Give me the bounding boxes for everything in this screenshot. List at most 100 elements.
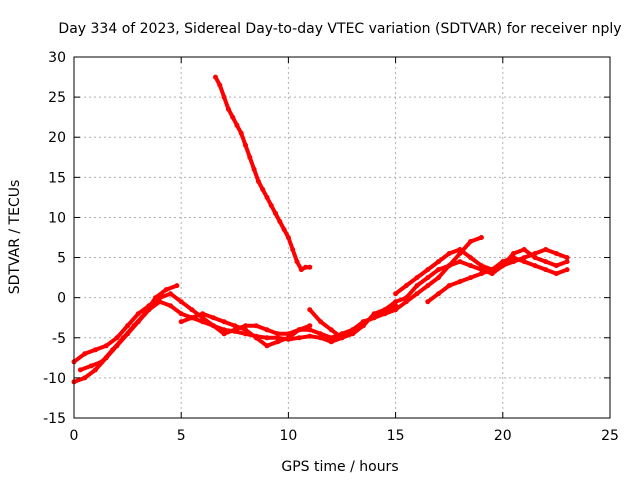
data-point (221, 319, 227, 325)
data-point (446, 263, 452, 269)
y-tick-label: -15 (43, 411, 66, 427)
data-point (543, 259, 549, 265)
x-tick-label: 25 (601, 428, 619, 444)
data-point (221, 331, 227, 337)
data-point (290, 247, 296, 252)
data-point (255, 178, 261, 184)
data-point (285, 335, 291, 341)
data-point (110, 347, 116, 353)
x-tick-label: 0 (70, 428, 79, 444)
data-point (260, 186, 266, 192)
plot-frame (73, 56, 611, 419)
data-point (77, 367, 83, 373)
data-point (168, 303, 173, 309)
data-point (277, 219, 283, 224)
data-point (478, 267, 484, 273)
data-point (120, 335, 126, 341)
series-s5 (213, 74, 313, 273)
series-s6 (307, 247, 570, 341)
series-s8 (425, 247, 570, 305)
series-line-s3 (78, 283, 179, 372)
data-point (371, 311, 377, 317)
data-point (436, 267, 441, 273)
axis-ticks: 0 5 10 15 20 25 -15 -10 -5 0 5 10 15 20 25 30 (43, 50, 619, 444)
data-point (217, 82, 223, 88)
data-point (238, 130, 244, 136)
data-point (478, 271, 484, 277)
data-point (425, 299, 431, 305)
data-point (307, 333, 313, 339)
series-s1 (71, 235, 484, 385)
data-point (221, 94, 227, 100)
data-point (436, 291, 441, 297)
data-point (553, 271, 559, 277)
data-point (318, 335, 324, 341)
data-point (553, 263, 559, 269)
data-point (200, 315, 206, 321)
data-point (264, 327, 270, 333)
data-point (532, 251, 538, 256)
data-point (114, 335, 120, 341)
data-point (264, 194, 270, 200)
data-point (318, 319, 324, 325)
chart-title: Day 334 of 2023, Sidereal Day-to-day VTE… (58, 21, 621, 37)
data-point (275, 339, 281, 345)
data-point (403, 283, 409, 289)
data-point (511, 259, 516, 265)
data-point (131, 323, 137, 329)
data-point (243, 323, 248, 329)
data-point (436, 259, 441, 265)
data-point (275, 335, 281, 341)
series-s3 (77, 283, 180, 373)
series-s4 (178, 311, 313, 349)
data-point (468, 263, 474, 269)
y-tick-label: 0 (57, 291, 66, 307)
series-s7 (393, 247, 570, 297)
data-point (307, 264, 313, 270)
x-tick-label: 10 (279, 428, 297, 444)
data-point (268, 202, 274, 208)
data-point (163, 287, 169, 293)
data-point (543, 247, 549, 252)
data-point (532, 263, 538, 269)
data-point (425, 267, 431, 273)
data-point (273, 210, 278, 216)
data-point (178, 311, 184, 317)
data-point (468, 255, 474, 261)
data-point (393, 299, 399, 305)
data-point (457, 247, 463, 252)
data-point (92, 367, 98, 373)
x-axis-label: GPS time / hours (281, 459, 398, 475)
data-point (210, 315, 216, 321)
data-point (403, 295, 409, 301)
data-point (478, 235, 484, 240)
data-point (500, 259, 506, 265)
data-point (521, 255, 527, 261)
grid-lines (74, 57, 610, 418)
data-series-group (71, 74, 570, 385)
data-point (294, 259, 300, 265)
data-point (178, 299, 184, 305)
x-tick-label: 5 (177, 428, 186, 444)
y-tick-label: 5 (57, 251, 66, 267)
data-point (478, 263, 484, 269)
data-point (350, 331, 356, 337)
data-point (88, 363, 94, 369)
y-tick-label: 15 (48, 170, 66, 186)
data-point (328, 327, 334, 333)
y-tick-label: 20 (48, 130, 66, 146)
data-point (232, 323, 238, 329)
y-tick-label: 30 (48, 50, 66, 66)
y-tick-label: 10 (48, 210, 66, 226)
data-point (511, 255, 516, 261)
x-tick-label: 20 (494, 428, 512, 444)
data-point (82, 375, 88, 381)
data-point (189, 307, 195, 313)
data-point (247, 154, 253, 160)
data-point (328, 339, 334, 345)
data-point (318, 331, 324, 337)
data-point (99, 359, 105, 365)
data-point (251, 166, 257, 172)
data-point (339, 335, 345, 341)
